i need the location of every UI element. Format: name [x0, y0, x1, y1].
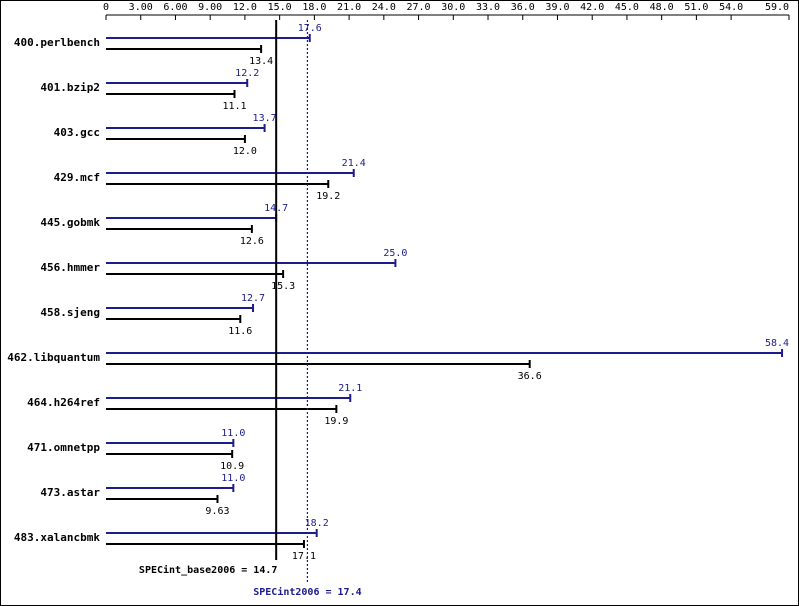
x-tick-label: 36.0 — [511, 2, 535, 13]
x-tick-label: 27.0 — [407, 2, 431, 13]
category-label: 400.perlbench — [14, 36, 100, 49]
value-label: 9.63 — [205, 506, 229, 517]
value-label: 11.0 — [221, 428, 245, 439]
x-tick-label: 30.0 — [441, 2, 465, 13]
value-label: 19.9 — [324, 416, 348, 427]
x-tick-label: 3.00 — [129, 2, 153, 13]
x-tick-label: 39.0 — [545, 2, 569, 13]
value-label: 12.2 — [235, 68, 259, 79]
category-label: 473.astar — [40, 486, 100, 499]
value-label: 11.0 — [221, 473, 245, 484]
x-tick-label: 42.0 — [580, 2, 604, 13]
value-label: 21.1 — [338, 383, 362, 394]
value-label: 25.0 — [383, 248, 407, 259]
value-label: 10.9 — [220, 461, 244, 472]
reference-label: SPECint2006 = 17.4 — [253, 586, 361, 598]
value-label: 17.1 — [292, 551, 316, 562]
x-tick-label: 9.00 — [198, 2, 222, 13]
value-label: 58.4 — [765, 338, 789, 349]
value-label: 12.0 — [233, 146, 257, 157]
reference-label: SPECint_base2006 = 14.7 — [139, 564, 277, 576]
x-tick-label: 45.0 — [615, 2, 639, 13]
category-label: 429.mcf — [54, 171, 100, 184]
x-tick-label: 48.0 — [650, 2, 674, 13]
value-label: 17.6 — [298, 23, 322, 34]
value-label: 11.6 — [228, 326, 252, 337]
category-label: 445.gobmk — [40, 216, 100, 229]
category-label: 403.gcc — [54, 126, 100, 139]
value-label: 13.7 — [253, 113, 277, 124]
value-label: 15.3 — [271, 281, 295, 292]
value-label: 18.2 — [305, 518, 329, 529]
x-tick-label: 15.0 — [268, 2, 292, 13]
x-tick-label: 0 — [103, 2, 109, 13]
x-tick-label: 18.0 — [302, 2, 326, 13]
x-tick-label: 59.0 — [765, 2, 789, 13]
value-label: 36.6 — [518, 371, 542, 382]
value-label: 11.1 — [222, 101, 246, 112]
category-label: 456.hmmer — [40, 261, 100, 274]
category-label: 483.xalancbmk — [14, 531, 100, 544]
x-tick-label: 6.00 — [163, 2, 187, 13]
category-label: 458.sjeng — [40, 306, 100, 319]
category-label: 401.bzip2 — [40, 81, 100, 94]
x-tick-label: 54.0 — [719, 2, 743, 13]
value-label: 21.4 — [342, 158, 366, 169]
x-tick-label: 51.0 — [684, 2, 708, 13]
x-tick-label: 21.0 — [337, 2, 361, 13]
x-tick-label: 12.0 — [233, 2, 257, 13]
value-label: 12.7 — [241, 293, 265, 304]
x-tick-label: 24.0 — [372, 2, 396, 13]
value-label: 19.2 — [316, 191, 340, 202]
category-label: 464.h264ref — [27, 396, 100, 409]
x-tick-label: 33.0 — [476, 2, 500, 13]
category-label: 462.libquantum — [7, 351, 100, 364]
value-label: 13.4 — [249, 56, 273, 67]
category-label: 471.omnetpp — [27, 441, 100, 454]
value-label: 12.6 — [240, 236, 264, 247]
